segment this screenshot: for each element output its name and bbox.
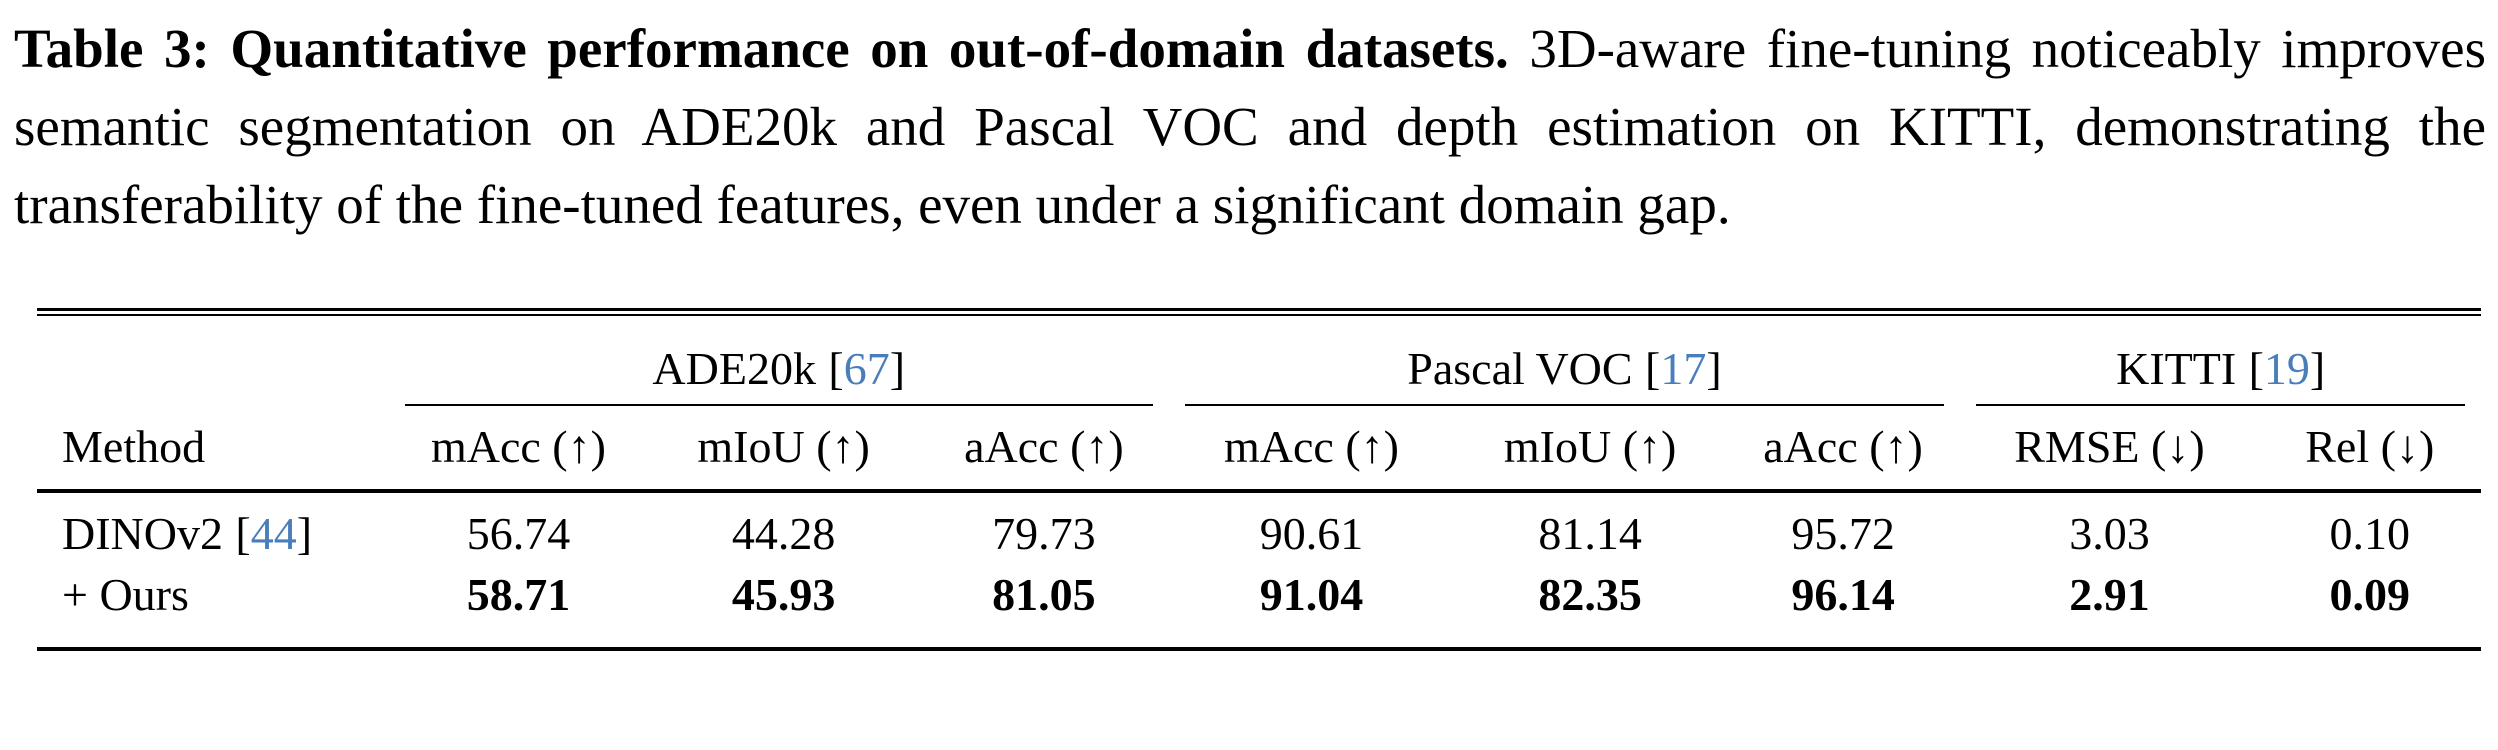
- cite-bracket-close: ]: [1706, 343, 1722, 394]
- metric-value: 96.14: [1791, 569, 1895, 620]
- citation-link[interactable]: 44: [250, 508, 297, 559]
- metric-value: 44.28: [731, 508, 836, 559]
- method-name: + Ours: [62, 569, 189, 620]
- metric-value: 45.93: [731, 569, 836, 620]
- group-header-ade20k: ADE20k [67]: [404, 342, 1153, 406]
- method-label: DINOv2 [44]: [37, 491, 389, 560]
- cite-bracket-open: [: [235, 508, 251, 559]
- group-header-pascal-voc: Pascal VOC [17]: [1184, 342, 1945, 406]
- metric-value: 82.35: [1538, 569, 1642, 620]
- metric-value: 56.74: [466, 508, 571, 559]
- method-column-header: Method: [37, 406, 389, 493]
- col-header-kitti-rmse: RMSE (↓): [1960, 406, 2259, 493]
- group-cell-pascal-voc: Pascal VOC [17]: [1169, 315, 1961, 406]
- dataset-name: ADE20k: [652, 343, 816, 394]
- cite-bracket-open: [: [828, 343, 844, 394]
- citation-link[interactable]: 19: [2263, 343, 2310, 394]
- metric-value: 81.14: [1538, 508, 1642, 559]
- citation-link[interactable]: 17: [1660, 343, 1707, 394]
- table-row-dinov2: DINOv2 [44] 56.74 44.28 79.73 90.61 81.14…: [37, 491, 2481, 560]
- col-header-ade20k-miou: mIoU (↑): [647, 406, 920, 493]
- metric-value: 3.03: [2069, 508, 2150, 559]
- metric-value: 0.09: [2329, 569, 2411, 620]
- citation-link[interactable]: 67: [843, 343, 890, 394]
- metric-value: 2.91: [2069, 569, 2150, 620]
- col-header-voc-aacc: aAcc (↑): [1725, 406, 1961, 493]
- cite-bracket-close: ]: [889, 343, 906, 394]
- metric-value: 95.72: [1791, 508, 1895, 559]
- table-caption: Table 3: Quantitative performance on out…: [14, 10, 2486, 244]
- dataset-name: KITTI: [2116, 343, 2237, 394]
- results-table-wrap: ADE20k [67] Pascal VOC [17] KITTI [19] Meth…: [37, 308, 2481, 651]
- metric-value: 0.10: [2329, 508, 2411, 559]
- col-header-voc-macc: mAcc (↑): [1168, 406, 1455, 493]
- caption-title: Table 3: Quantitative performance on out…: [14, 18, 1509, 79]
- cite-bracket-open: [: [1644, 343, 1661, 394]
- results-table: ADE20k [67] Pascal VOC [17] KITTI [19] Meth…: [37, 314, 2481, 647]
- metric-value: 91.04: [1259, 569, 1364, 620]
- metric-value: 58.71: [466, 569, 571, 620]
- cite-bracket-close: ]: [296, 508, 313, 559]
- col-header-ade20k-macc: mAcc (↑): [388, 406, 648, 493]
- table-row-ours: + Ours 58.71 45.93 81.05 91.04 82.35 96.…: [37, 560, 2481, 647]
- metric-value: 81.05: [992, 569, 1096, 620]
- spacer-cell: [37, 315, 389, 406]
- group-cell-kitti: KITTI [19]: [1960, 315, 2481, 406]
- col-header-voc-miou: mIoU (↑): [1454, 406, 1726, 493]
- metric-value: 79.73: [992, 508, 1096, 559]
- cite-bracket-open: [: [2248, 343, 2264, 394]
- group-header-row: ADE20k [67] Pascal VOC [17] KITTI [19]: [37, 315, 2481, 406]
- col-header-kitti-rel: Rel (↓): [2258, 406, 2481, 493]
- cite-bracket-close: ]: [2309, 343, 2326, 394]
- caption-body: 3D-aware fine-tuning noticeably improves…: [14, 18, 2487, 235]
- group-cell-ade20k: ADE20k [67]: [389, 315, 1169, 406]
- metric-header-row: Method mAcc (↑) mIoU (↑) aAcc (↑) mAcc (…: [37, 406, 2481, 493]
- col-header-ade20k-aacc: aAcc (↑): [919, 406, 1169, 493]
- dataset-name: Pascal VOC: [1407, 343, 1633, 394]
- group-header-kitti: KITTI [19]: [1976, 342, 2465, 406]
- method-label: + Ours: [37, 560, 389, 647]
- metric-value: 90.61: [1259, 508, 1364, 559]
- method-name: DINOv2: [62, 508, 223, 559]
